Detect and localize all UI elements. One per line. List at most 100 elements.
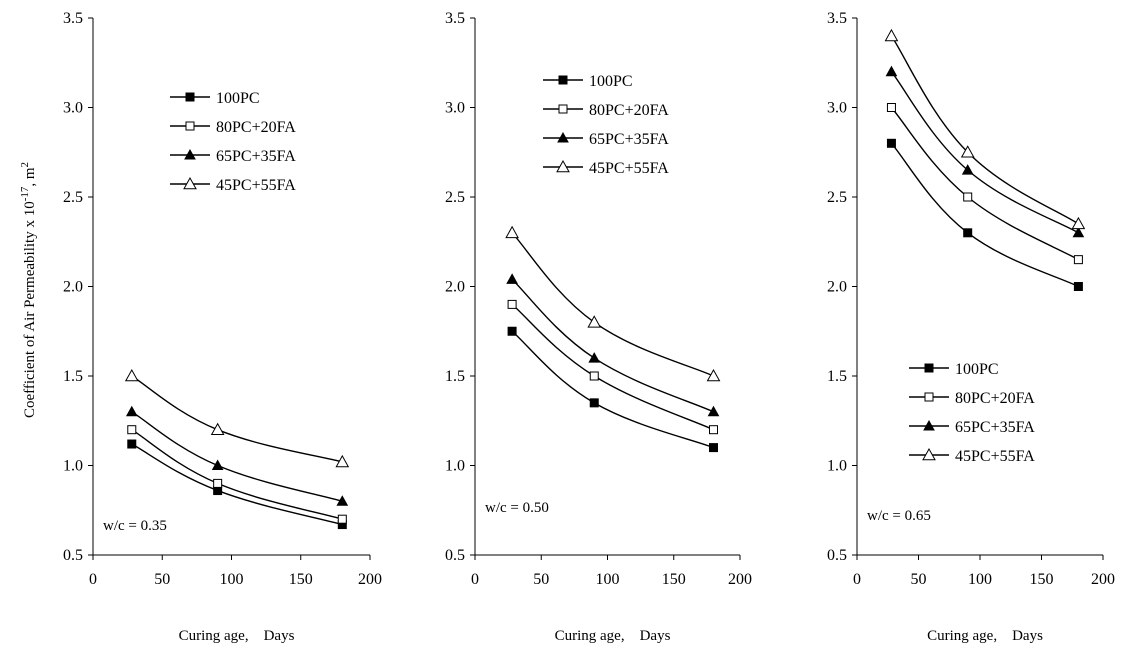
data-point	[886, 138, 896, 148]
wc-ratio-note: w/c = 0.65	[867, 508, 931, 524]
legend-marker	[558, 104, 568, 114]
data-point	[336, 495, 349, 506]
x-tick-label: 0	[471, 571, 479, 588]
y-axis-label-unit-exponent: 2	[19, 162, 31, 168]
data-point	[127, 439, 137, 449]
y-tick-label: 3.0	[63, 100, 83, 117]
series-line	[511, 303, 714, 431]
y-axis-label: Coefficient of Air Permeability x 10-17,…	[19, 162, 38, 418]
data-point	[589, 398, 599, 408]
chart-panel-wc-050: 0.5 1.0 1.5 2.0 2.5 3.0 3.5 0 50 100 150 200 Curing …	[445, 10, 752, 644]
x-tick-label: 50	[533, 571, 549, 588]
y-tick-label: 2.5	[827, 189, 847, 206]
y-tick-label: 1.5	[445, 368, 465, 385]
data-point	[588, 352, 601, 363]
y-tick-label: 2.0	[63, 279, 83, 296]
y-tick-label: 1.0	[445, 458, 465, 475]
y-tick-label: 1.0	[63, 458, 83, 475]
legend-marker	[185, 92, 195, 102]
data-point	[707, 405, 720, 417]
legend-marker	[183, 176, 197, 190]
legend-label: 80PC+20FA	[589, 102, 669, 119]
chart-panel-wc-065: 0.5 1.0 1.5 2.0 2.5 3.0 3.5 0 50 100 150 200 Curing …	[827, 10, 1115, 644]
legend-label: 45PC+55FA	[955, 448, 1035, 465]
legend-marker	[924, 363, 934, 373]
series-line	[890, 142, 1079, 288]
series-line	[131, 411, 343, 502]
data-point	[505, 225, 519, 239]
data-point	[709, 425, 718, 435]
data-point	[960, 145, 975, 158]
data-point	[211, 459, 224, 470]
data-point	[507, 326, 517, 336]
y-tick-label: 3.0	[445, 100, 465, 117]
legend-marker	[185, 121, 195, 131]
y-tick-label: 0.5	[63, 547, 83, 564]
x-tick-label: 100	[220, 571, 244, 588]
wc-ratio-note: w/c = 0.50	[485, 500, 549, 516]
data-point	[506, 273, 518, 284]
data-point	[709, 443, 718, 453]
legend-marker	[184, 148, 196, 160]
series-line	[511, 232, 714, 377]
legend-label: 45PC+55FA	[589, 160, 669, 177]
series-line	[511, 278, 714, 413]
x-tick-label: 100	[968, 571, 992, 588]
data-point	[1073, 282, 1083, 291]
y-tick-label: 2.5	[63, 189, 83, 206]
x-tick-label: 150	[1030, 571, 1054, 588]
y-tick-label: 1.5	[63, 368, 83, 385]
series-line	[511, 330, 714, 449]
data-point	[335, 454, 350, 468]
data-point	[1072, 226, 1085, 238]
series-line	[131, 429, 343, 520]
series-line	[131, 375, 343, 463]
y-axis-label-unit: , m	[22, 167, 38, 187]
y-tick-label: 0.5	[827, 547, 847, 564]
y-tick-label: 2.5	[445, 189, 465, 206]
legend-label: 80PC+20FA	[955, 390, 1035, 407]
y-tick-label: 1.5	[827, 368, 847, 385]
x-axis-label: Curing age, Days	[555, 628, 671, 644]
x-tick-label: 100	[596, 571, 620, 588]
x-tick-label: 150	[289, 571, 313, 588]
legend-label: 100PC	[216, 90, 260, 107]
data-point	[587, 315, 602, 328]
y-tick-label: 1.0	[827, 458, 847, 475]
x-tick-label: 50	[154, 571, 170, 588]
data-point	[589, 371, 599, 381]
data-point	[886, 103, 896, 112]
y-tick-label: 2.0	[445, 279, 465, 296]
legend-label: 80PC+20FA	[216, 119, 296, 136]
data-point	[127, 425, 137, 435]
legend-label: 100PC	[589, 73, 633, 90]
data-point	[961, 164, 974, 175]
legend-marker	[557, 131, 569, 143]
x-tick-label: 200	[358, 571, 382, 588]
x-axis-label: Curing age, Days	[179, 628, 295, 644]
x-tick-label: 0	[89, 571, 97, 588]
data-point	[885, 65, 898, 77]
legend-marker	[924, 392, 934, 402]
legend-label: 65PC+35FA	[955, 419, 1035, 436]
legend-label: 45PC+55FA	[216, 177, 296, 194]
data-point	[507, 299, 517, 309]
legend-marker	[922, 447, 936, 461]
legend-marker	[558, 75, 568, 85]
data-point	[884, 28, 899, 42]
legend-marker	[556, 159, 570, 173]
y-tick-label: 2.0	[827, 279, 847, 296]
legend-label: 65PC+35FA	[589, 131, 669, 148]
chart-panel-wc-035: 0.5 1.0 1.5 2.0 2.5 3.0 3.5 0 50 100 150 200 Curing …	[63, 10, 382, 644]
y-tick-label: 3.0	[827, 100, 847, 117]
data-point	[125, 405, 138, 417]
data-point	[963, 192, 973, 202]
y-axis-label-prefix: Coefficient of Air Permeability x 10	[22, 201, 38, 418]
wc-ratio-note: w/c = 0.35	[103, 518, 167, 534]
data-point	[1071, 216, 1086, 230]
data-point	[1073, 255, 1083, 265]
data-point	[337, 514, 347, 524]
y-tick-label: 3.5	[445, 10, 465, 27]
series-line	[890, 35, 1079, 225]
